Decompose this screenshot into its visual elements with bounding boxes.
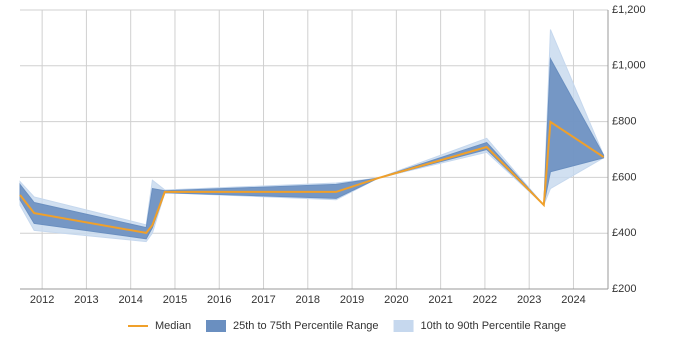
legend-label: Median <box>155 320 191 332</box>
percentile-band <box>19 57 605 240</box>
x-tick-label: 2024 <box>561 294 585 306</box>
percentile-band <box>19 29 605 243</box>
x-tick-label: 2012 <box>30 294 54 306</box>
median-line <box>19 120 605 235</box>
y-tick-label: £200 <box>612 283 636 295</box>
legend-label: 25th to 75th Percentile Range <box>233 320 379 332</box>
y-tick-label: £600 <box>612 171 636 183</box>
x-tick-label: 2017 <box>251 294 275 306</box>
x-tick-label: 2013 <box>74 294 98 306</box>
y-tick-label: £1,000 <box>612 60 646 72</box>
y-tick-label: £800 <box>612 116 636 128</box>
x-tick-label: 2020 <box>384 294 408 306</box>
y-tick-label: £400 <box>612 227 636 239</box>
x-tick-label: 2021 <box>428 294 452 306</box>
x-tick-label: 2015 <box>163 294 187 306</box>
x-tick-label: 2019 <box>340 294 364 306</box>
legend-label: 10th to 90th Percentile Range <box>421 320 567 332</box>
legend-swatch <box>206 320 226 332</box>
x-tick-label: 2022 <box>473 294 497 306</box>
x-tick-label: 2018 <box>296 294 320 306</box>
x-tick-label: 2023 <box>517 294 541 306</box>
x-tick-label: 2014 <box>118 294 142 306</box>
y-tick-label: £1,200 <box>612 4 646 16</box>
x-tick-label: 2016 <box>207 294 231 306</box>
legend-swatch <box>393 320 414 332</box>
